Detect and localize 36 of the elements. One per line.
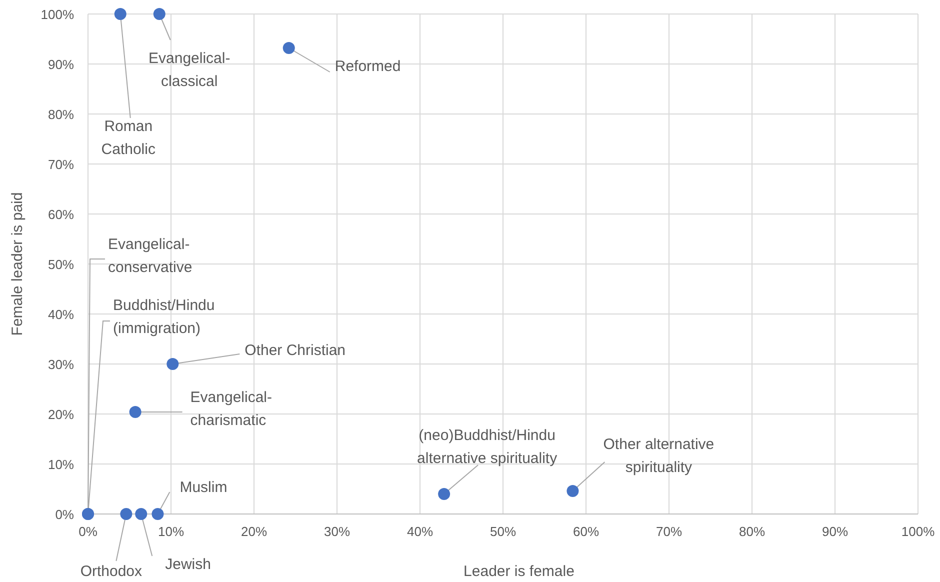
x-tick-label: 30% — [324, 524, 350, 539]
annotation: Roman Catholic — [101, 118, 156, 158]
y-axis-title: Female leader is paid — [9, 192, 26, 336]
x-tick-label: 60% — [572, 524, 600, 539]
annotation: Buddhist/Hindu (immigration) — [113, 297, 215, 337]
x-tick-label: 90% — [822, 524, 848, 539]
x-tick-label: 20% — [240, 524, 268, 539]
y-tick-label: 70% — [48, 157, 74, 172]
x-axis-title: Leader is female — [464, 563, 574, 580]
x-tick-label: 0% — [78, 524, 98, 539]
y-tick-label: 50% — [48, 257, 74, 272]
annotation: Evangelical- charismatic — [190, 389, 272, 429]
annotation: Muslim — [180, 479, 228, 496]
annotation: Orthodox — [80, 563, 143, 580]
y-tick-label: 10% — [48, 457, 74, 472]
x-tick-label: 50% — [490, 524, 516, 539]
y-tick-label: 30% — [48, 357, 74, 372]
annotation: Evangelical- conservative — [108, 236, 192, 276]
y-tick-label: 40% — [48, 307, 74, 322]
y-tick-label: 100% — [40, 7, 74, 22]
y-tick-label: 80% — [48, 107, 74, 122]
x-tick-label: 10% — [158, 524, 184, 539]
x-tick-label: 40% — [406, 524, 434, 539]
x-tick-label: 70% — [656, 524, 682, 539]
annotation: Other Christian — [244, 342, 346, 359]
annotation: Evangelical- classical — [148, 50, 230, 90]
x-tick-label: 100% — [901, 524, 936, 539]
y-tick-label: 60% — [48, 207, 74, 222]
annotation: Reformed — [334, 58, 401, 75]
annotation: (neo)Buddhist/Hindu alternative spirituality — [417, 427, 558, 467]
y-tick-label: 20% — [48, 407, 74, 422]
annotation: Other alternative spirituality — [603, 436, 714, 476]
y-tick-label: 0% — [55, 507, 74, 522]
annotation: Jewish — [165, 556, 211, 573]
x-tick-label: 80% — [738, 524, 766, 539]
y-tick-label: 90% — [48, 57, 74, 72]
